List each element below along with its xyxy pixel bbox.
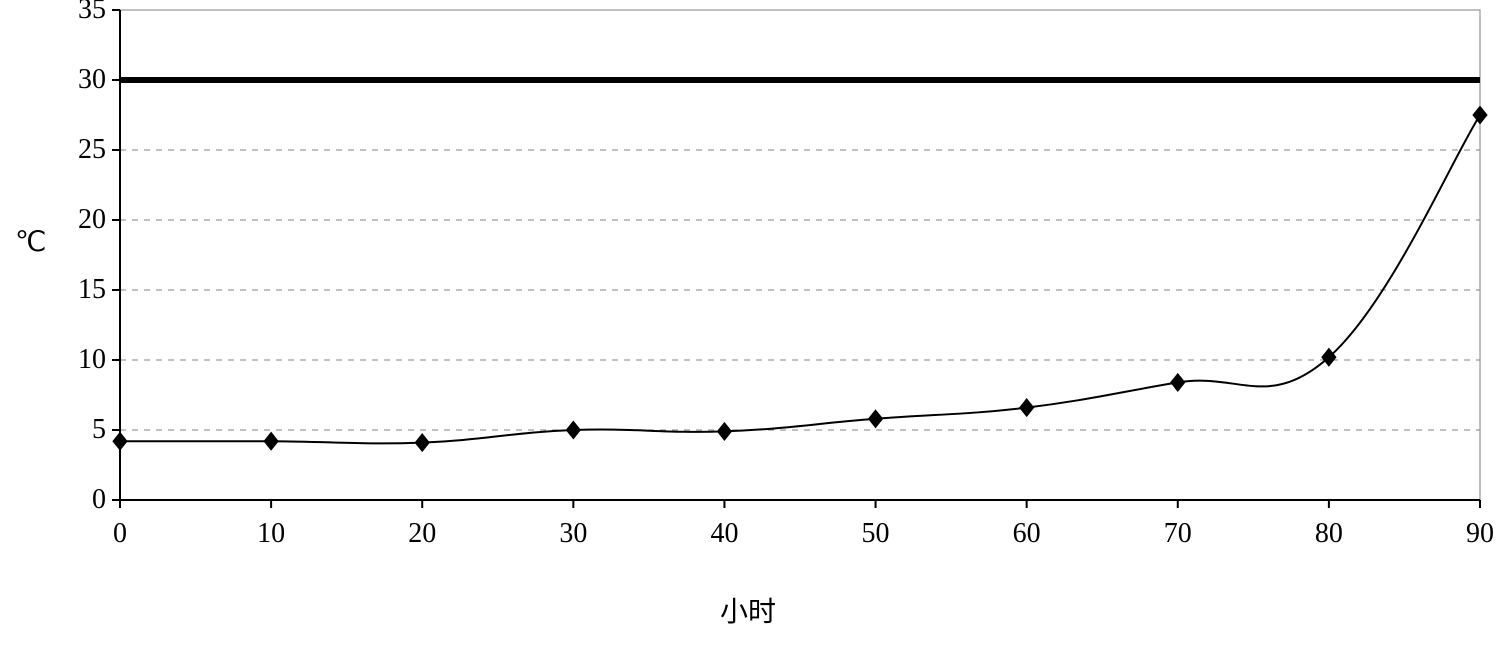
x-tick-label: 70 [1158, 518, 1198, 550]
x-axis-title: 小时 [720, 590, 776, 630]
y-tick-label: 15 [78, 274, 106, 306]
chart-svg [0, 0, 1496, 653]
line-chart: ℃ 小时 0 5 10 15 20 25 30 35 0 10 20 30 40 50 60 70 80 90 [0, 0, 1496, 653]
y-axis-title: ℃ [15, 225, 46, 259]
y-tick-label: 5 [92, 414, 106, 446]
y-tick-label: 30 [78, 64, 106, 96]
x-tick-label: 20 [402, 518, 442, 550]
x-tick-label: 0 [100, 518, 140, 550]
x-tick-label: 90 [1460, 518, 1496, 550]
y-tick-label: 0 [92, 484, 106, 516]
x-tick-label: 30 [553, 518, 593, 550]
y-tick-label: 35 [78, 0, 106, 26]
x-tick-label: 50 [856, 518, 896, 550]
y-tick-label: 10 [78, 344, 106, 376]
x-tick-label: 60 [1007, 518, 1047, 550]
x-tick-label: 10 [251, 518, 291, 550]
y-tick-label: 25 [78, 134, 106, 166]
x-tick-label: 40 [704, 518, 744, 550]
x-tick-label: 80 [1309, 518, 1349, 550]
y-tick-label: 20 [78, 204, 106, 236]
